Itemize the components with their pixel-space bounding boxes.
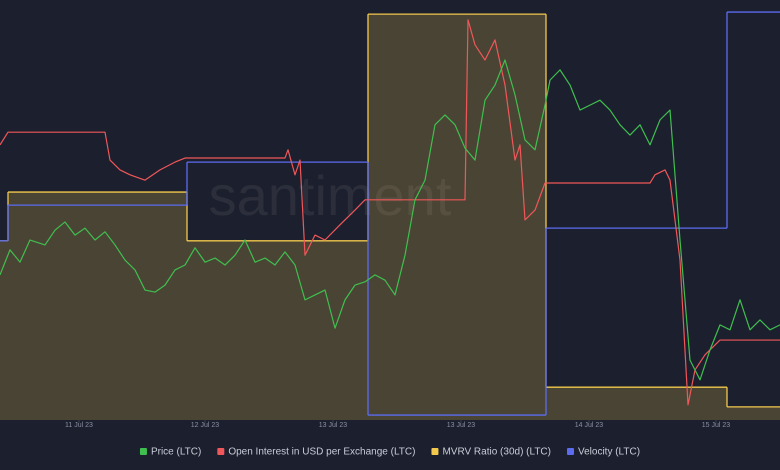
watermark: santiment [209, 164, 452, 227]
series-line [0, 59, 780, 381]
legend-label: Velocity (LTC) [578, 447, 640, 458]
x-tick-label: 11 Jul 23 [65, 422, 93, 429]
legend-swatch [431, 448, 439, 455]
legend-label: MVRV Ratio (30d) (LTC) [442, 447, 551, 458]
legend-label: Open Interest in USD per Exchange (LTC) [228, 447, 415, 458]
legend-swatch [566, 448, 574, 455]
area-fill [0, 14, 780, 420]
x-tick-label: 13 Jul 23 [319, 422, 348, 429]
legend-swatch [139, 448, 147, 455]
legend-label: Price (LTC) [151, 447, 201, 458]
legend-swatch [217, 448, 225, 455]
x-tick-label: 12 Jul 23 [191, 422, 220, 429]
x-tick-label: 15 Jul 23 [702, 422, 731, 429]
legend: Price (LTC) Open Interest in USD per Exch… [139, 447, 640, 458]
x-tick-label: 14 Jul 23 [575, 422, 604, 429]
x-tick-label: 13 Jul 23 [447, 422, 476, 429]
